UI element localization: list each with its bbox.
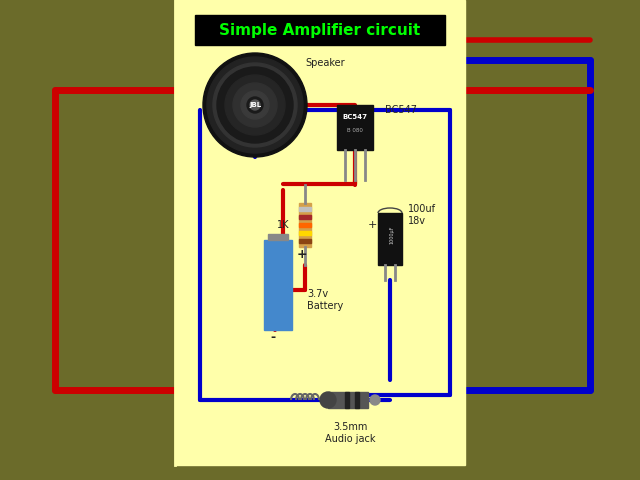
Bar [299, 231, 311, 235]
Circle shape [213, 63, 297, 147]
Circle shape [247, 97, 263, 113]
Text: 1K: 1K [276, 220, 289, 230]
Circle shape [203, 53, 307, 157]
Circle shape [370, 395, 380, 405]
Bar [175, 0, 465, 465]
Text: +: + [297, 249, 308, 262]
Bar [299, 239, 311, 243]
Circle shape [241, 91, 269, 119]
Bar [299, 223, 311, 227]
Text: BC547: BC547 [342, 114, 367, 120]
Text: Simple Amplifier circuit: Simple Amplifier circuit [220, 23, 420, 37]
Bar [328, 392, 368, 408]
Text: 3.5mm
Audio jack: 3.5mm Audio jack [324, 422, 375, 444]
Text: 1000µF: 1000µF [390, 226, 394, 244]
Text: JBL: JBL [249, 102, 261, 108]
Bar [345, 392, 349, 408]
Text: +: + [367, 220, 377, 230]
Circle shape [207, 57, 303, 153]
Circle shape [320, 392, 336, 408]
Bar [355, 392, 359, 408]
Circle shape [233, 83, 277, 127]
Bar [268, 234, 288, 240]
Text: BC547: BC547 [385, 105, 417, 115]
Bar [195, 15, 445, 45]
Text: 100uf
18v: 100uf 18v [408, 204, 436, 226]
Bar [299, 203, 311, 247]
Bar [299, 207, 311, 211]
Bar [264, 240, 292, 330]
Text: B 080: B 080 [347, 128, 363, 132]
Bar [378, 213, 402, 265]
Bar [337, 105, 373, 150]
Text: -: - [271, 332, 276, 345]
Text: Speaker: Speaker [305, 58, 344, 68]
Circle shape [225, 75, 285, 135]
Text: 3.7v
Battery: 3.7v Battery [307, 289, 343, 311]
Circle shape [217, 67, 293, 143]
Bar [299, 215, 311, 219]
Circle shape [250, 100, 260, 110]
